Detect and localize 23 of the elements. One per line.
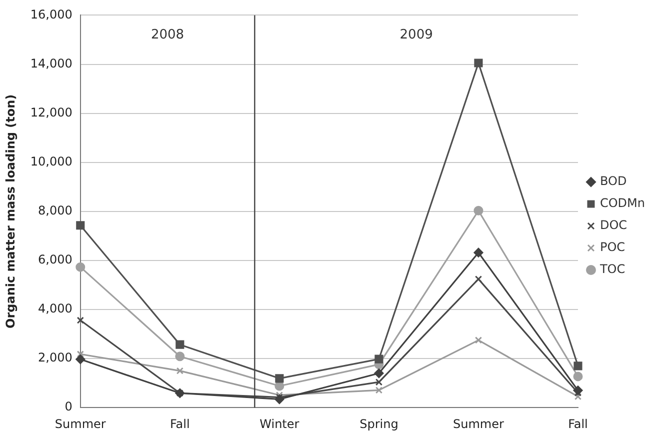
x-tick-label: Summer: [54, 416, 106, 431]
y-tick-label: 2,000: [38, 350, 72, 365]
x-tick-label: Fall: [568, 416, 588, 431]
annotation: 2009: [400, 28, 433, 43]
legend-label: TOC: [598, 262, 626, 276]
x-tick-label: Summer: [453, 416, 504, 431]
annotation: 2008: [150, 28, 184, 43]
y-tick-label: 6,000: [38, 252, 72, 267]
x-tick-label: Fall: [170, 416, 190, 431]
y-tick-label: 4,000: [38, 302, 72, 316]
y-tick-label: 10,000: [30, 154, 72, 168]
legend-label: CODMn: [600, 196, 646, 210]
y-tick-label: 12,000: [30, 105, 72, 120]
legend-label: DOC: [600, 218, 628, 232]
x-tick-label: Winter: [260, 416, 300, 431]
y-tick-label: 8,000: [38, 204, 72, 218]
y-tick-label: 14,000: [30, 56, 72, 70]
legend-label: POC: [600, 240, 626, 254]
y-tick-label: 16,000: [30, 7, 72, 22]
legend-label: BOD: [600, 174, 627, 188]
y-tick-label: 0: [64, 400, 72, 414]
x-tick-label: Spring: [360, 416, 398, 431]
y-axis-title: Organic matter mass loading (ton): [3, 94, 18, 328]
